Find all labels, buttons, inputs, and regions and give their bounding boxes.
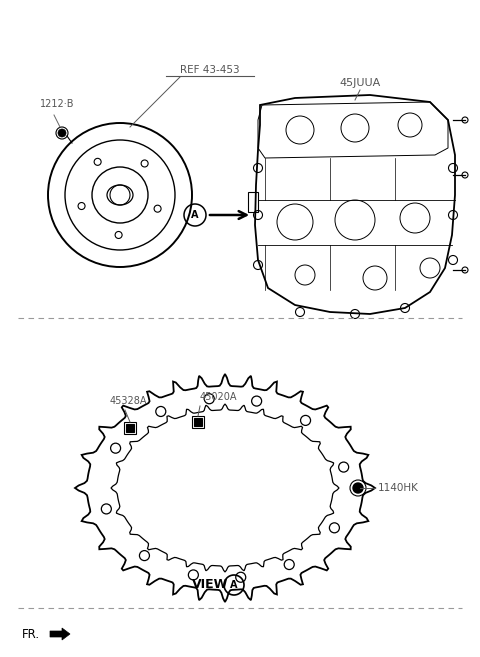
Text: 45020A: 45020A [199, 392, 237, 402]
Bar [248, 192, 258, 212]
Bar [192, 416, 204, 428]
Text: 1140HK: 1140HK [378, 483, 419, 493]
Text: FR.: FR. [22, 627, 40, 641]
Text: A: A [230, 580, 238, 590]
Circle shape [58, 129, 66, 137]
Bar [126, 424, 134, 432]
Circle shape [353, 483, 363, 493]
Text: 1212·B: 1212·B [40, 99, 74, 109]
Bar [194, 418, 202, 426]
Polygon shape [50, 628, 70, 640]
Text: VIEW: VIEW [192, 579, 228, 591]
Text: A: A [191, 210, 199, 220]
Text: REF 43-453: REF 43-453 [180, 65, 240, 75]
Text: 45JUUA: 45JUUA [339, 78, 381, 88]
Bar [124, 422, 136, 434]
Text: 45328A: 45328A [109, 396, 147, 406]
